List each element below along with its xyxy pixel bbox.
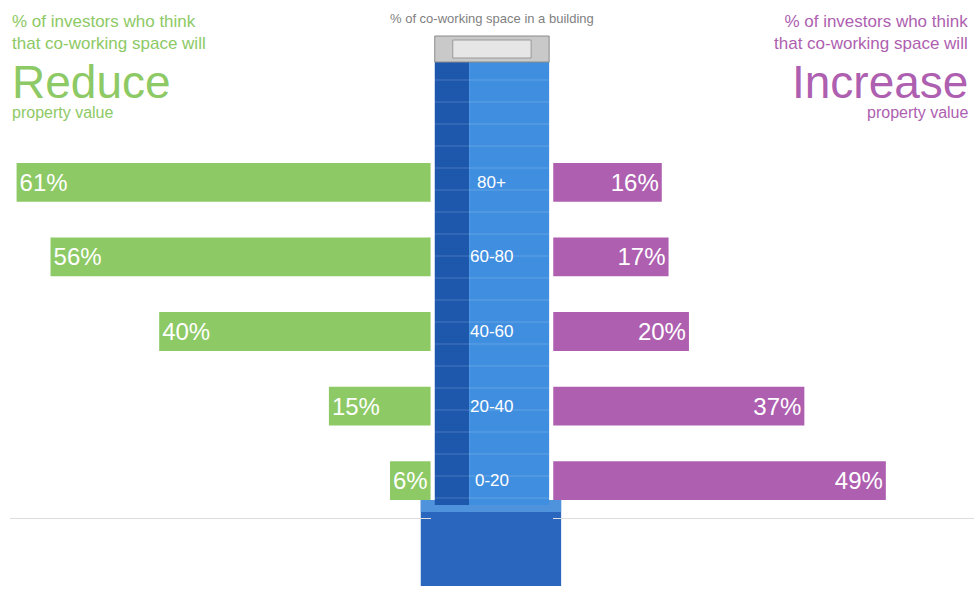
svg-text:% of investors who thinkthat c: % of investors who thinkthat co-working … bbox=[12, 12, 206, 53]
svg-text:37%: 37% bbox=[753, 393, 801, 420]
svg-text:% of investors who thinkthat c: % of investors who thinkthat co-working … bbox=[774, 12, 968, 53]
svg-text:17%: 17% bbox=[618, 243, 666, 270]
svg-text:property value: property value bbox=[12, 104, 113, 121]
svg-text:40-60: 40-60 bbox=[470, 322, 513, 341]
svg-text:61%: 61% bbox=[20, 169, 68, 196]
svg-text:40%: 40% bbox=[162, 318, 210, 345]
svg-text:% of co-working space in a bui: % of co-working space in a building bbox=[390, 11, 594, 26]
svg-text:80+: 80+ bbox=[477, 173, 506, 192]
svg-text:20%: 20% bbox=[638, 318, 686, 345]
svg-text:16%: 16% bbox=[611, 169, 659, 196]
svg-text:property value: property value bbox=[867, 104, 968, 121]
svg-text:Reduce: Reduce bbox=[12, 56, 171, 108]
svg-text:6%: 6% bbox=[393, 467, 428, 494]
svg-text:0-20: 0-20 bbox=[475, 471, 509, 490]
svg-text:Increase: Increase bbox=[792, 56, 968, 108]
svg-text:49%: 49% bbox=[835, 467, 883, 494]
svg-text:20-40: 20-40 bbox=[470, 397, 513, 416]
svg-text:15%: 15% bbox=[332, 393, 380, 420]
svg-text:56%: 56% bbox=[54, 243, 102, 270]
svg-text:60-80: 60-80 bbox=[470, 247, 513, 266]
